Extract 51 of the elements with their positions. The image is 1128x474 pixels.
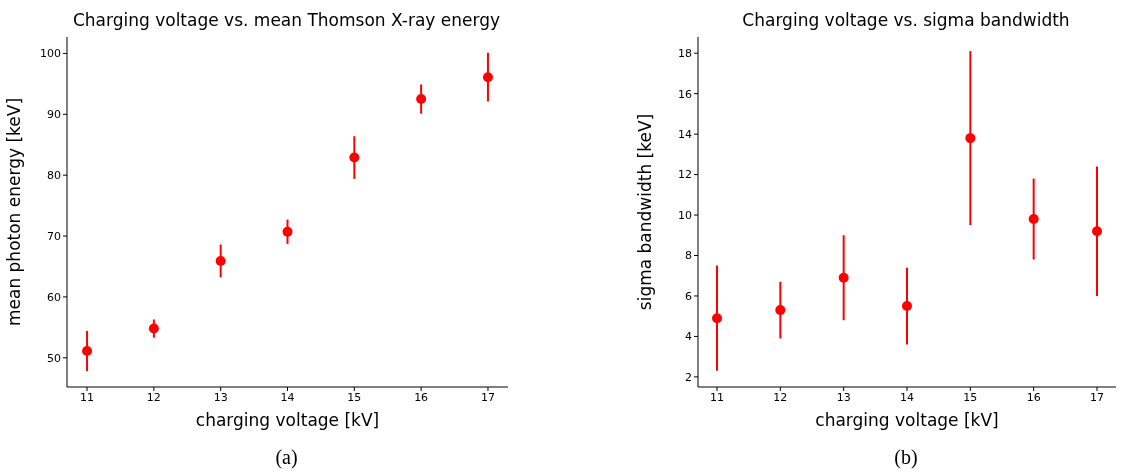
point — [712, 313, 722, 324]
chart-title: Charging voltage vs. sigma bandwidth — [741, 10, 1071, 30]
y-tick-label: 4 — [685, 330, 692, 344]
y-tick-label: 8 — [685, 249, 692, 263]
y-tick-label: 12 — [678, 168, 692, 182]
y-tick-label: 90 — [47, 108, 61, 122]
y-tick-label: 16 — [678, 87, 692, 101]
point — [775, 305, 786, 316]
x-tick-label: 17 — [1090, 390, 1104, 404]
x-tick-label: 11 — [80, 390, 95, 404]
point — [838, 272, 849, 283]
x-tick-label: 11 — [710, 390, 724, 404]
x-axis-title: charging voltage [kV] — [195, 410, 380, 430]
point — [1028, 214, 1039, 225]
point — [902, 301, 912, 312]
y-tick-label: 80 — [47, 169, 61, 183]
point — [215, 256, 226, 266]
point — [965, 133, 976, 144]
x-tick-label: 15 — [963, 390, 978, 404]
x-tick-label: 12 — [146, 390, 161, 404]
point — [282, 226, 293, 237]
point — [148, 323, 159, 334]
x-tick-label: 14 — [280, 390, 295, 404]
y-tick-label: 100 — [40, 47, 61, 61]
text: (b) — [893, 446, 919, 469]
y-tick-label: 18 — [678, 47, 692, 61]
x-tick-label: 13 — [836, 390, 851, 404]
x-tick-label: 15 — [347, 390, 362, 404]
y-tick-label: 60 — [47, 290, 61, 304]
point — [349, 152, 360, 163]
chart-title: Charging voltage vs. mean Thomson X-ray energy — [71, 10, 502, 30]
text: (a) — [274, 446, 299, 469]
y-tick-label: 2 — [685, 370, 692, 384]
y-axis-title: sigma bandwidth [keV] — [635, 113, 656, 311]
x-tick-label: 16 — [414, 390, 429, 404]
x-tick-label: 14 — [900, 390, 914, 404]
y-tick-label: 50 — [47, 351, 61, 365]
point — [1092, 226, 1102, 237]
x-tick-label: 13 — [213, 390, 228, 404]
point — [482, 72, 493, 83]
y-tick-label: 70 — [47, 229, 61, 243]
y-tick-label: 6 — [685, 289, 692, 303]
x-tick-label: 17 — [480, 390, 495, 404]
x-tick-label: 12 — [773, 390, 788, 404]
x-tick-label: 16 — [1026, 390, 1041, 404]
y-tick-label: 10 — [678, 208, 692, 222]
x-axis-title: charging voltage [kV] — [815, 410, 999, 430]
point — [416, 94, 427, 105]
point — [82, 346, 93, 357]
y-tick-label: 14 — [678, 128, 692, 142]
y-axis-title: mean photon energy [keV] — [4, 97, 25, 327]
